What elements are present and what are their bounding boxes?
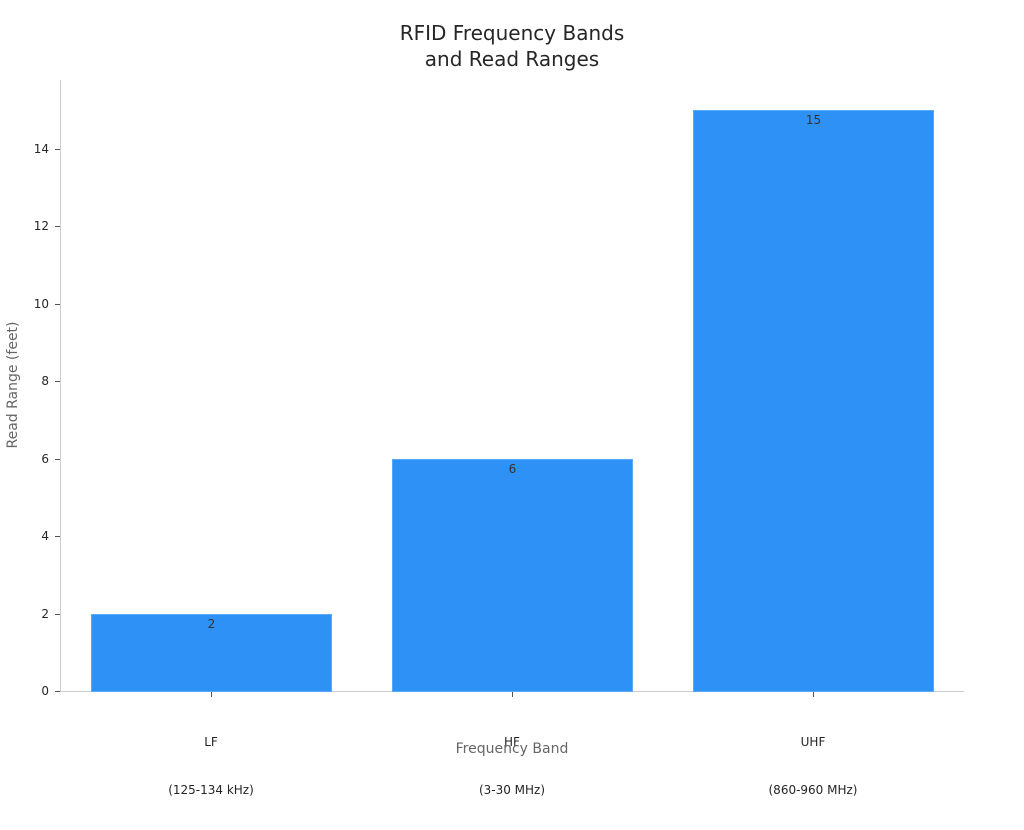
- y-tick-label: 0: [41, 684, 49, 698]
- x-tick-mark: [210, 692, 212, 697]
- bar-uhf: 15: [693, 110, 934, 692]
- y-tick-mark: [55, 381, 60, 382]
- x-tick-label-line-1: LF: [204, 735, 218, 749]
- chart-title-line-2: and Read Ranges: [424, 47, 600, 71]
- x-tick-label-line-1: UHF: [800, 735, 826, 749]
- y-tick-label: 8: [41, 374, 49, 388]
- y-tick-14: 14: [0, 142, 61, 156]
- x-tick-label: LF (125-134 kHz): [91, 702, 331, 830]
- y-tick-mark: [55, 304, 60, 305]
- bar-value-label: 15: [805, 113, 822, 127]
- bar-lf: 2: [91, 614, 332, 692]
- x-tick-label: HF (3-30 MHz): [392, 702, 632, 830]
- y-tick-mark: [55, 536, 60, 537]
- y-tick-mark: [55, 149, 60, 150]
- y-tick-6: 6: [0, 452, 61, 466]
- x-tick-uhf: UHF (860-960 MHz): [693, 692, 933, 830]
- y-tick-label: 4: [41, 529, 49, 543]
- x-tick-lf: LF (125-134 kHz): [91, 692, 331, 830]
- y-tick-2: 2: [0, 607, 61, 621]
- y-tick-label: 6: [41, 452, 49, 466]
- bar-value-label: 2: [207, 617, 216, 631]
- y-axis-label: Read Range (feet): [5, 321, 21, 449]
- bar-value-label: 6: [508, 462, 517, 476]
- y-axis-line: [60, 80, 61, 692]
- y-tick-label: 2: [41, 607, 49, 621]
- x-tick-label-line-2: (125-134 kHz): [168, 783, 254, 797]
- y-tick-mark: [55, 459, 60, 460]
- y-tick-label: 10: [33, 297, 49, 311]
- x-tick-mark: [812, 692, 814, 697]
- x-tick-hf: HF (3-30 MHz): [392, 692, 632, 830]
- x-tick-label-line-2: (860-960 MHz): [768, 783, 858, 797]
- y-tick-0: 0: [0, 684, 61, 698]
- plot-area: 0 2 4 6 8 10 12 14 2 6 15 LF (125-134 kH…: [0, 80, 964, 797]
- y-tick-8: 8: [0, 374, 61, 388]
- y-tick-12: 12: [0, 219, 61, 233]
- x-tick-mark: [511, 692, 513, 697]
- y-tick-10: 10: [0, 297, 61, 311]
- y-tick-mark: [55, 614, 60, 615]
- x-tick-label: UHF (860-960 MHz): [693, 702, 933, 830]
- y-tick-label: 12: [33, 219, 49, 233]
- y-tick-4: 4: [0, 529, 61, 543]
- y-tick-label: 14: [33, 142, 49, 156]
- y-tick-mark: [55, 691, 60, 692]
- x-axis-label: Frequency Band: [455, 741, 569, 757]
- x-tick-label-line-1: HF: [504, 735, 520, 749]
- bar-hf: 6: [392, 459, 633, 692]
- x-tick-label-line-2: (3-30 MHz): [478, 783, 546, 797]
- y-tick-mark: [55, 226, 60, 227]
- chart-title-line-1: RFID Frequency Bands: [399, 21, 625, 45]
- chart-title: RFID Frequency Bands and Read Ranges: [0, 20, 1024, 72]
